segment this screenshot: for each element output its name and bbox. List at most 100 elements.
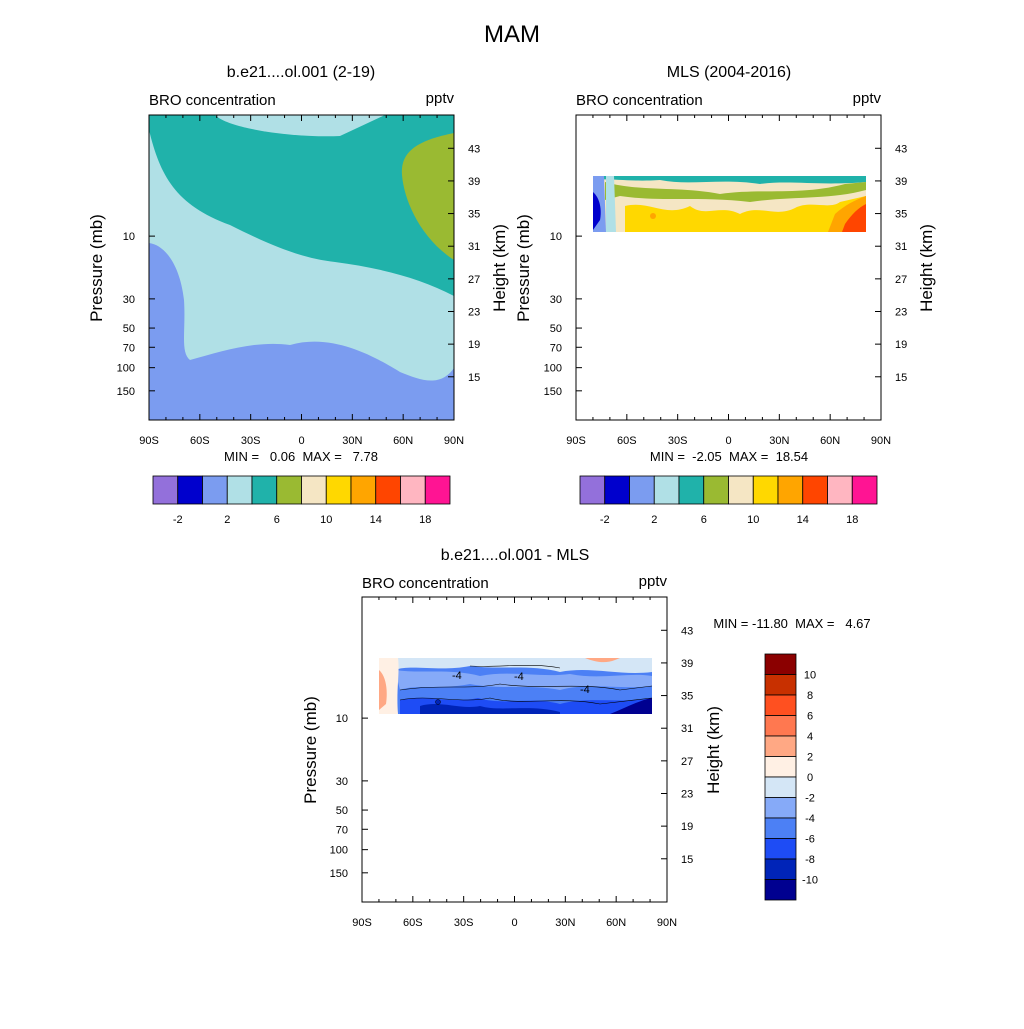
y-right-axis-title: Height (km) <box>490 224 509 312</box>
colorbar-box <box>764 715 797 737</box>
colorbar-box <box>678 475 705 505</box>
fill-level-16 <box>842 204 866 232</box>
colorbar-label: -2 <box>805 793 815 805</box>
fill-level-neg <box>593 192 601 230</box>
y-tick-labels: 10 30 50 70 100 150 <box>117 231 135 398</box>
fill-level-neg10 <box>610 698 652 714</box>
y-right-tick-label: 39 <box>468 176 480 188</box>
colorbar-label: 0 <box>807 772 813 784</box>
panel-mls: MLS (2004-2016) BRO concentration pptv 9… <box>514 64 936 526</box>
colorbar: -2 2 6 10 14 18 <box>152 475 451 526</box>
colorbar-box <box>752 475 779 505</box>
fill-level-2 <box>149 130 454 420</box>
y-axis-title: Pressure (mb) <box>301 696 320 804</box>
y-right-tick-label: 43 <box>681 625 693 637</box>
colorbar-label: 14 <box>797 514 809 526</box>
y-right-tick-label: 19 <box>468 339 480 351</box>
x-tick-label: 0 <box>725 435 731 447</box>
y-tick-label: 50 <box>123 323 135 335</box>
colorbar-box <box>851 475 878 505</box>
y-tick-label: 70 <box>123 342 135 354</box>
left-label: BRO concentration <box>362 575 489 592</box>
axis-ticks <box>361 597 668 902</box>
y-right-tick-label: 43 <box>468 143 480 155</box>
y-tick-label: 150 <box>117 386 135 398</box>
y-axis-title: Pressure (mb) <box>514 214 533 322</box>
colorbar: -2 2 6 10 14 18 <box>579 475 878 526</box>
panel-title: MLS (2004-2016) <box>667 64 792 81</box>
colorbar-box <box>152 475 179 505</box>
colorbar-box <box>703 475 729 505</box>
y-tick-label: 100 <box>330 845 348 857</box>
colorbar-box <box>424 475 451 505</box>
x-tick-label: 60N <box>393 435 413 447</box>
y-tick-label: 30 <box>550 294 562 306</box>
fill-level-2-top <box>585 658 620 663</box>
y-tick-labels: 10 30 50 70 100 150 <box>544 231 562 398</box>
y-right-tick-label: 35 <box>468 209 480 221</box>
y-right-tick-label: 39 <box>681 658 693 670</box>
colorbar-box <box>177 475 203 505</box>
x-tick-label: 0 <box>511 917 517 929</box>
x-tick-label: 0 <box>298 435 304 447</box>
y-right-tick-label: 23 <box>468 306 480 318</box>
units-label: pptv <box>426 90 455 107</box>
y-right-tick-label: 43 <box>895 143 907 155</box>
colorbar-box <box>301 475 327 505</box>
panel-model: b.e21....ol.001 (2-19) BRO concentration… <box>87 64 509 526</box>
y-right-tick-label: 15 <box>895 372 907 384</box>
diff-contour-field <box>379 658 652 714</box>
y-right-tick-label: 23 <box>681 788 693 800</box>
colorbar-label: 10 <box>804 670 816 682</box>
colorbar-box <box>653 475 680 505</box>
y-right-tick-label: 31 <box>468 241 480 253</box>
mls-contour-field <box>593 176 866 232</box>
units-label: pptv <box>853 90 882 107</box>
contour-line <box>399 683 652 691</box>
x-tick-label: 60N <box>820 435 840 447</box>
fill-level-14-spot <box>650 213 656 219</box>
fill-level-neg2 <box>395 670 652 690</box>
colorbar-label: 2 <box>807 752 813 764</box>
colorbar-label: 8 <box>807 690 813 702</box>
model-contour-field <box>149 115 454 420</box>
x-tick-labels: 90S 60S 30S 0 30N 60N 90N <box>139 435 464 447</box>
x-tick-label: 30S <box>241 435 261 447</box>
y-tick-label: 150 <box>330 868 348 880</box>
panel-diff: b.e21....ol.001 - MLS BRO concentration … <box>301 547 871 929</box>
fill-level-neg8 <box>420 704 560 714</box>
colorbar-label: 18 <box>846 514 858 526</box>
y-tick-label: 30 <box>336 776 348 788</box>
fill-level-8 <box>401 133 454 260</box>
x-tick-label: 30N <box>555 917 575 929</box>
y-right-tick-labels: 43 39 35 31 27 23 19 15 <box>681 625 693 866</box>
y-right-tick-label: 19 <box>681 821 693 833</box>
y-right-tick-label: 31 <box>681 723 693 735</box>
y-right-axis-title: Height (km) <box>704 706 723 794</box>
x-tick-label: 60S <box>617 435 637 447</box>
contour-line <box>399 697 652 705</box>
contour-label: -4 <box>452 670 462 682</box>
y-right-tick-label: 31 <box>895 241 907 253</box>
fill-level-6 <box>593 176 866 184</box>
colorbar-box <box>764 776 797 798</box>
x-tick-label: 30S <box>454 917 474 929</box>
min-max-label: MIN = -11.80 MAX = 4.67 <box>713 616 870 631</box>
fill-level-2 <box>379 670 387 710</box>
y-right-tick-label: 27 <box>895 274 907 286</box>
colorbar-box <box>764 653 797 675</box>
colorbar-label: 2 <box>651 514 657 526</box>
fill-level-12 <box>625 196 866 232</box>
contour-label: -4 <box>580 684 590 696</box>
colorbar-box <box>728 475 754 505</box>
min-max-label: MIN = -2.05 MAX = 18.54 <box>650 449 808 464</box>
colorbar-box <box>802 475 828 505</box>
colorbar-box <box>764 694 797 716</box>
colorbar-label: 6 <box>701 514 707 526</box>
axis-ticks <box>148 115 455 420</box>
colorbar-label: 10 <box>747 514 759 526</box>
colorbar-label: 6 <box>274 514 280 526</box>
y-tick-label: 50 <box>550 323 562 335</box>
x-tick-label: 90S <box>139 435 159 447</box>
